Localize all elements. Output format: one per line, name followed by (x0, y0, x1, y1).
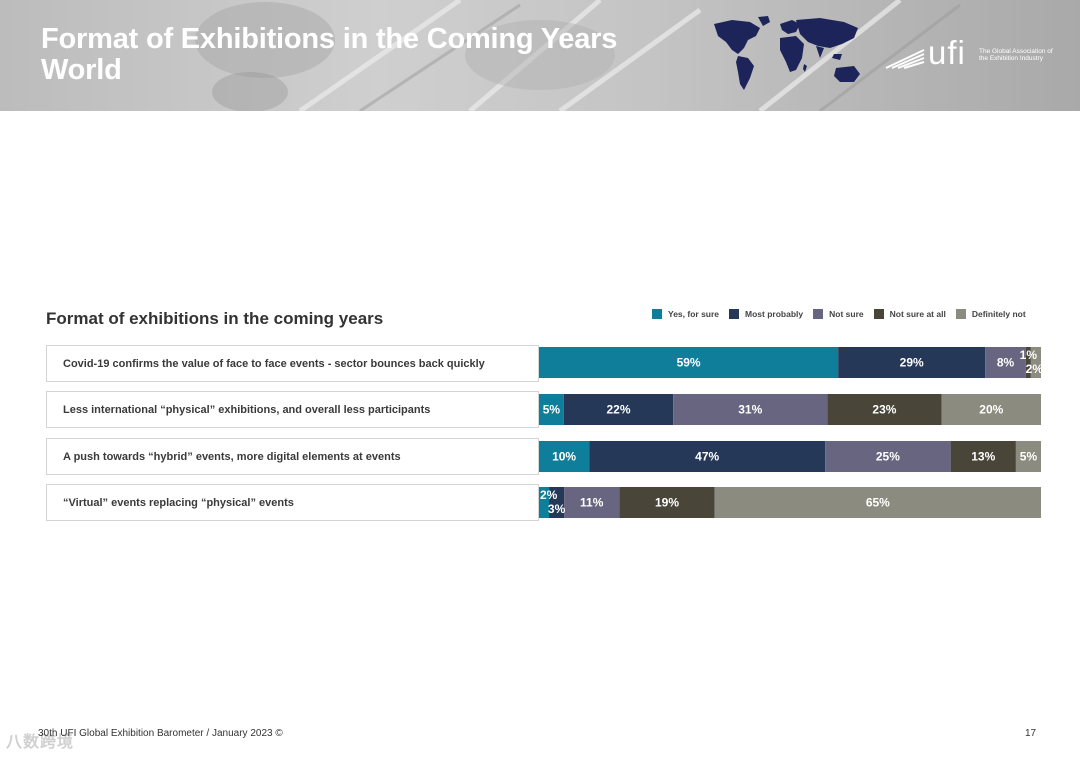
bar-segment-row3-most-probably (589, 441, 826, 472)
bar-label-row3-yes-for-sure: 10% (552, 450, 576, 464)
footer-source: 30th UFI Global Exhibition Barometer / J… (38, 728, 283, 739)
bar-segment-row2-not-sure (673, 394, 828, 425)
bar-segment-row4-definitely-not (714, 487, 1041, 518)
bar-label-row2-not-sure: 31% (738, 403, 762, 417)
page-number: 17 (1025, 728, 1037, 739)
legend-item-most-probably: Most probably (729, 307, 803, 321)
bar-segment-row1-not-sure (985, 347, 1026, 378)
row-label-virtual: “Virtual” events replacing “physical” ev… (46, 484, 539, 521)
bar-segment-row1-yes-for-sure (539, 347, 839, 378)
bar-label-row3-definitely-not: 5% (1020, 450, 1038, 464)
header-banner: Format of Exhibitions in the Coming Year… (0, 0, 1080, 111)
bar-label-row2-yes-for-sure: 5% (543, 403, 561, 417)
chart-title: Format of exhibitions in the coming year… (46, 309, 384, 328)
row-label-face-to-face: Covid-19 confirms the value of face to f… (46, 345, 539, 382)
bar-segment-row3-not-sure-at-all (950, 441, 1016, 472)
legend-swatch-yes-for-sure (652, 309, 662, 319)
bar-label-row3-most-probably: 47% (695, 450, 719, 464)
chart-legend: Yes, for sure Most probably Not sure Not su… (652, 307, 1026, 321)
bar-label-row1-not-sure-at-all: 1% (1020, 348, 1038, 362)
bar-label-row1-yes-for-sure: 59% (677, 356, 701, 370)
legend-label-not-sure: Not sure (829, 309, 864, 319)
bar-segment-row2-most-probably (563, 394, 674, 425)
bar-label-row3-not-sure-at-all: 13% (971, 450, 995, 464)
bar-label-row4-most-probably: 3% (548, 502, 566, 516)
bar-label-row2-definitely-not: 20% (979, 403, 1003, 417)
legend-item-yes-for-sure: Yes, for sure (652, 307, 719, 321)
header-background-image (195, 0, 961, 111)
legend-swatch-most-probably (729, 309, 740, 319)
bar-segment-row4-not-sure-at-all (619, 487, 715, 518)
legend-item-definitely-not: Definitely not (955, 307, 1026, 321)
row-label-hybrid: A push towards “hybrid” events, more dig… (46, 438, 539, 475)
bar-label-row4-not-sure: 11% (580, 496, 604, 510)
bar-segment-row2-definitely-not (941, 394, 1041, 425)
world-map-icon (714, 16, 860, 90)
page-title-line-2: World (41, 54, 122, 86)
bar-label-row4-yes-for-sure: 2% (540, 488, 558, 502)
bar-segment-row3-yes-for-sure (539, 441, 590, 472)
bar-label-row4-definitely-not: 65% (866, 496, 890, 510)
bar-segment-row1-not-sure-at-all (1025, 347, 1031, 378)
legend-item-not-sure: Not sure (813, 307, 864, 321)
bar-label-row1-definitely-not: 2% (1026, 362, 1044, 376)
page-title: Format of Exhibitions in the Coming Year… (41, 24, 617, 86)
legend-swatch-definitely-not (955, 309, 966, 319)
bar-label-row1-most-probably: 29% (900, 356, 924, 370)
bar-segment-row4-not-sure (564, 487, 620, 518)
bar-segment-row4-most-probably (549, 487, 565, 518)
ufi-wordmark: ufi (928, 34, 966, 71)
legend-label-most-probably: Most probably (745, 309, 804, 319)
legend-swatch-not-sure-at-all (873, 309, 884, 319)
bar-label-row1-not-sure: 8% (997, 356, 1015, 370)
bar-segment-row1-most-probably (838, 347, 986, 378)
bar-segment-row3-definitely-not (1015, 441, 1041, 472)
bar-segment-row2-not-sure-at-all (827, 394, 942, 425)
ufi-logo-mark-icon (885, 49, 925, 69)
legend-label-definitely-not: Definitely not (971, 309, 1026, 319)
legend-label-not-sure-at-all: Not sure at all (889, 309, 946, 319)
watermark-text: 八数跨境 (6, 734, 75, 751)
page-title-line-1: Format of Exhibitions in the Coming Year… (41, 23, 618, 55)
bar-label-row3-not-sure: 25% (876, 450, 900, 464)
bar-segment-row2-yes-for-sure (539, 394, 564, 425)
bar-segment-row3-not-sure (825, 441, 951, 472)
ufi-tagline: The Global Association of the Exhibition… (979, 48, 1053, 62)
legend-item-not-sure-at-all: Not sure at all (873, 307, 946, 321)
legend-label-yes-for-sure: Yes, for sure (668, 309, 720, 319)
bar-label-row2-most-probably: 22% (607, 403, 631, 417)
bar-label-row4-not-sure-at-all: 19% (655, 496, 679, 510)
bar-segment-row1-definitely-not (1030, 347, 1041, 378)
row-label-less-international: Less international “physical” exhibition… (46, 391, 539, 428)
bar-label-row2-not-sure-at-all: 23% (872, 403, 896, 417)
legend-swatch-not-sure (813, 309, 824, 319)
bar-segment-row4-yes-for-sure (539, 487, 550, 518)
